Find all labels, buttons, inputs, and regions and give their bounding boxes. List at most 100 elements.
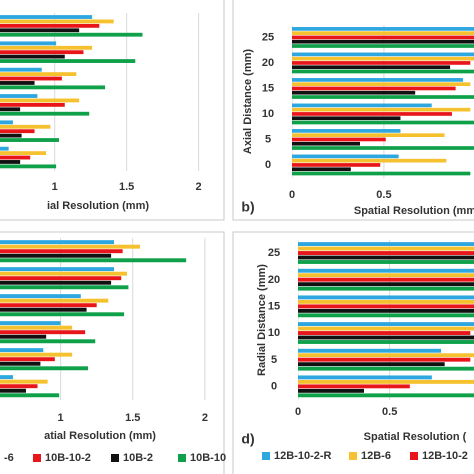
bar <box>292 129 401 133</box>
y-tick-label: 15 <box>268 301 280 313</box>
y-axis-title: Axial Distance (mm) <box>242 49 254 154</box>
bar <box>0 102 65 107</box>
bar <box>0 352 73 357</box>
bar <box>0 94 38 98</box>
y-tick-label: 0 <box>271 381 277 393</box>
bar <box>292 95 474 99</box>
legend-swatch <box>178 454 186 462</box>
bar <box>0 164 57 169</box>
bar <box>0 28 80 33</box>
bar <box>292 56 474 61</box>
legend-label: 12B-10-2 <box>422 450 468 462</box>
x-tick-label: 0.5 <box>376 189 391 201</box>
x-tick-label: 2 <box>196 181 202 193</box>
bar <box>298 282 474 287</box>
bar <box>292 112 452 116</box>
x-axis-title: atial Resolution (mm) <box>44 430 156 442</box>
bar <box>298 322 474 327</box>
bar <box>292 27 474 31</box>
bar <box>0 393 60 398</box>
bar <box>0 366 89 371</box>
x-axis-title: ial Resolution (mm) <box>47 200 149 212</box>
bar <box>292 146 474 150</box>
y-tick-label: 20 <box>262 57 274 69</box>
bar <box>298 273 474 278</box>
bar <box>0 72 77 77</box>
bar <box>292 65 451 70</box>
bar <box>292 44 474 48</box>
bar <box>0 98 80 103</box>
y-tick-label: 25 <box>262 32 274 44</box>
plot-area <box>0 13 200 171</box>
bar <box>0 330 86 335</box>
bar <box>292 90 416 95</box>
bar <box>0 124 51 129</box>
bar <box>298 295 474 300</box>
bar <box>0 23 100 28</box>
bar <box>292 39 474 44</box>
bar <box>298 304 474 309</box>
bar <box>298 313 474 318</box>
bar <box>298 251 474 255</box>
bar <box>0 334 47 339</box>
x-tick-label: 1.5 <box>119 181 134 193</box>
bar <box>0 240 114 245</box>
plot-area <box>298 240 474 400</box>
bar <box>0 133 22 138</box>
bar <box>298 268 474 273</box>
bar <box>298 260 474 264</box>
bar <box>0 160 21 164</box>
bar <box>0 59 136 63</box>
bar <box>0 280 112 285</box>
x-tick-label: 1 <box>58 412 64 424</box>
legend-swatch <box>262 452 270 460</box>
bar <box>0 111 90 116</box>
legend-label: -6 <box>4 452 14 464</box>
bar <box>0 15 93 19</box>
bar <box>298 348 441 353</box>
bar <box>298 340 474 344</box>
bar <box>0 339 96 344</box>
panel-frame <box>0 231 225 474</box>
bar <box>0 294 81 299</box>
x-axis-title: Spatial Resolution ( <box>364 431 467 443</box>
legend-label: 12B-6 <box>361 450 391 462</box>
bar <box>0 76 62 81</box>
panel-frame <box>232 231 474 474</box>
y-tick-label: 5 <box>265 134 271 146</box>
bar <box>292 171 471 176</box>
x-tick-label: 2 <box>202 412 208 424</box>
bar <box>292 82 471 87</box>
bar <box>0 41 57 46</box>
bar <box>0 81 35 85</box>
panel-label: d) <box>241 431 254 447</box>
legend-label: 10B-2 <box>123 452 153 464</box>
y-tick-label: 10 <box>268 327 280 339</box>
bar <box>0 267 114 272</box>
bar <box>292 35 474 40</box>
bar <box>298 255 474 260</box>
bar <box>298 286 474 291</box>
bar <box>292 103 432 108</box>
x-tick-label: 0 <box>289 189 295 201</box>
bar <box>0 151 47 156</box>
bar <box>0 138 60 142</box>
bar <box>0 155 31 160</box>
bar <box>0 348 44 353</box>
bar <box>0 19 114 24</box>
y-tick-label: 5 <box>271 354 277 366</box>
legend-swatch <box>410 452 418 460</box>
bar <box>298 384 410 389</box>
bar <box>292 137 386 142</box>
bar <box>298 242 474 247</box>
bar <box>0 271 127 276</box>
bar <box>0 253 112 258</box>
bar <box>298 357 471 362</box>
y-axis-title: Radial Distance (mm) <box>256 264 268 376</box>
bar <box>292 141 361 146</box>
bar <box>298 308 474 313</box>
panel-frame <box>232 0 474 221</box>
bar <box>0 384 38 389</box>
bar <box>292 154 399 159</box>
